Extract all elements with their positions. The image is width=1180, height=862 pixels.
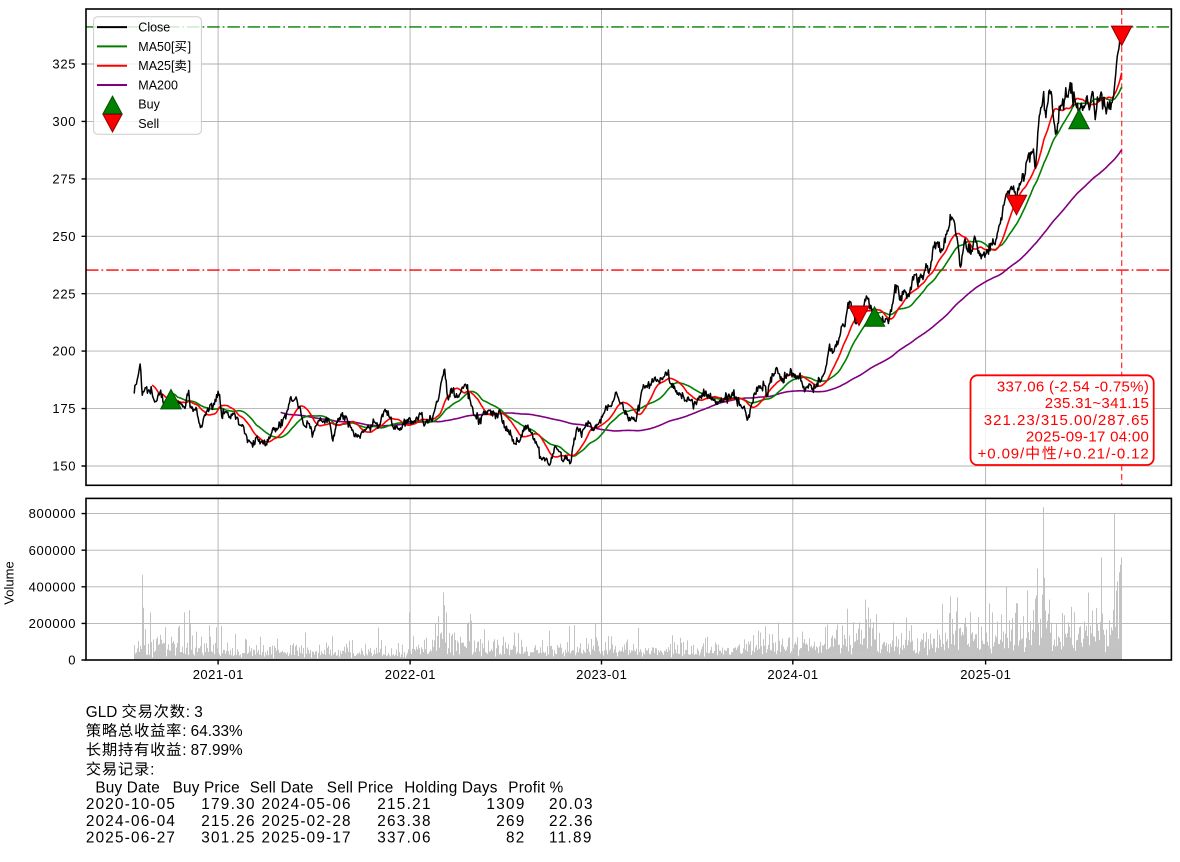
svg-text:Buy: Buy [138, 98, 160, 112]
svg-text:215.21: 215.21 [377, 796, 432, 813]
svg-text:Sell: Sell [138, 117, 159, 131]
svg-text:: 87.99%: : 87.99% [182, 742, 243, 759]
svg-text:235.31~341.15: 235.31~341.15 [1045, 395, 1149, 412]
svg-text:Buy Date: Buy Date [95, 779, 160, 796]
svg-text:2024-06-04: 2024-06-04 [86, 813, 176, 830]
svg-text:Buy Price: Buy Price [173, 779, 240, 796]
svg-text:: 64.33%: : 64.33% [182, 723, 243, 740]
svg-text:2024-01: 2024-01 [767, 667, 818, 682]
svg-text:0: 0 [68, 653, 76, 668]
svg-text:2021-01: 2021-01 [193, 667, 244, 682]
svg-text:Close: Close [138, 21, 170, 35]
svg-text:179.30: 179.30 [201, 796, 256, 813]
svg-text:22.36: 22.36 [549, 813, 594, 830]
svg-text:225: 225 [52, 286, 76, 301]
svg-text:2025-09-17: 2025-09-17 [262, 830, 352, 847]
svg-text:300: 300 [52, 114, 76, 129]
svg-text:150: 150 [52, 459, 76, 474]
svg-text:: 3: : 3 [186, 704, 203, 721]
svg-text:/+0.21/-0.12: /+0.21/-0.12 [1058, 446, 1149, 463]
svg-text:20.03: 20.03 [549, 796, 594, 813]
svg-text:321.23/315.00/287.65: 321.23/315.00/287.65 [984, 412, 1150, 429]
svg-text:Volume: Volume [2, 561, 17, 604]
svg-text:Sell Price: Sell Price [327, 779, 394, 796]
svg-text:800000: 800000 [29, 506, 77, 521]
svg-text:]: ] [188, 40, 191, 54]
svg-text:600000: 600000 [29, 543, 77, 558]
svg-text:337.06 (-2.54 -0.75%): 337.06 (-2.54 -0.75%) [997, 378, 1149, 395]
svg-text:301.25: 301.25 [201, 830, 256, 847]
svg-text:269: 269 [496, 813, 525, 830]
svg-text:Holding Days: Holding Days [404, 779, 498, 796]
svg-text:275: 275 [52, 172, 76, 187]
svg-text:+0.09/: +0.09/ [978, 446, 1026, 463]
svg-text:263.38: 263.38 [377, 813, 432, 830]
svg-text:200000: 200000 [29, 616, 77, 631]
svg-text:1309: 1309 [486, 796, 525, 813]
svg-text:11.89: 11.89 [549, 830, 593, 847]
svg-text:2023-01: 2023-01 [576, 667, 627, 682]
svg-text:Profit %: Profit % [508, 779, 563, 796]
svg-text:400000: 400000 [29, 579, 77, 594]
svg-text:2020-10-05: 2020-10-05 [86, 796, 176, 813]
svg-text:200: 200 [52, 344, 76, 359]
svg-text:2024-05-06: 2024-05-06 [262, 796, 352, 813]
svg-text:GLD: GLD [86, 704, 117, 721]
svg-text:337.06: 337.06 [377, 830, 432, 847]
svg-text:2022-01: 2022-01 [385, 667, 436, 682]
svg-text:MA200: MA200 [138, 78, 178, 92]
svg-text:325: 325 [52, 57, 76, 72]
svg-text:MA25[: MA25[ [138, 59, 175, 73]
svg-text:82: 82 [506, 830, 526, 847]
svg-text:Sell Date: Sell Date [250, 779, 314, 796]
svg-text:2025-06-27: 2025-06-27 [86, 830, 176, 847]
svg-text:]: ] [188, 59, 191, 73]
svg-text::: : [150, 761, 154, 778]
svg-text:2025-01: 2025-01 [960, 667, 1011, 682]
svg-text:250: 250 [52, 229, 76, 244]
svg-text:MA50[: MA50[ [138, 40, 175, 54]
svg-text:215.26: 215.26 [201, 813, 256, 830]
svg-text:175: 175 [52, 401, 76, 416]
svg-text:2025-02-28: 2025-02-28 [262, 813, 352, 830]
svg-text:2025-09-17 04:00: 2025-09-17 04:00 [1026, 429, 1149, 446]
